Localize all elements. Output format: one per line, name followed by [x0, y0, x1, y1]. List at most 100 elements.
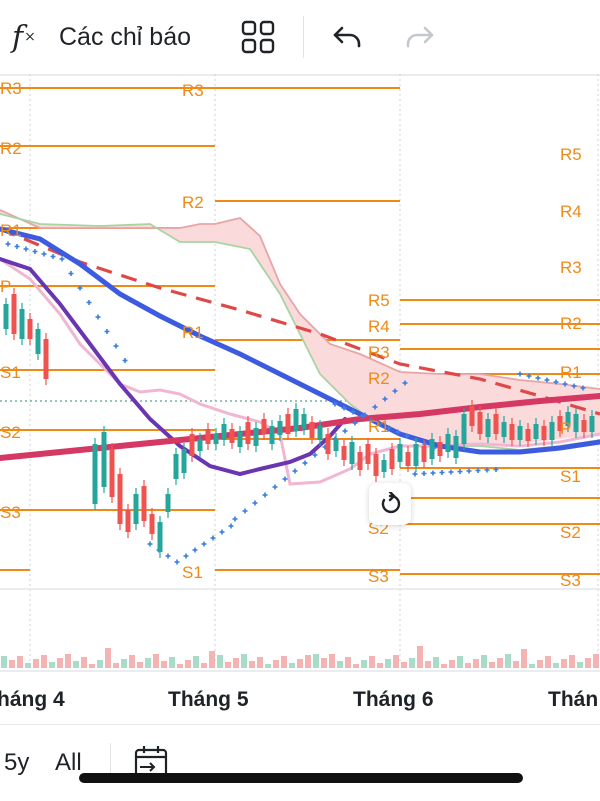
volume-bar — [97, 660, 103, 668]
candle — [477, 406, 483, 440]
sar-dot — [113, 343, 119, 349]
candle — [509, 418, 515, 446]
reset-chart-button[interactable] — [369, 483, 411, 525]
volume-bar — [137, 662, 143, 668]
volume-bar — [561, 659, 567, 668]
sar-dot — [312, 452, 318, 458]
price-chart[interactable]: R3 R2 R1 P S1 S2 S3 R3 R2 R1 S1 R5 R4 R3 R2 R1 S2 S3 R5 R4 R… — [0, 74, 600, 724]
sar-dot — [86, 300, 92, 305]
candle — [309, 416, 315, 444]
sar-dot — [302, 460, 308, 466]
candle — [421, 440, 427, 468]
candle — [517, 420, 523, 446]
pivot-label-r3: R3 — [560, 258, 582, 277]
candle — [413, 438, 419, 472]
volume-bar — [361, 660, 367, 668]
range-5y-button[interactable]: 5y — [4, 749, 30, 776]
sar-dot — [571, 383, 577, 389]
volume-bar — [177, 664, 183, 668]
sar-dot — [342, 428, 348, 434]
volume-bar — [577, 662, 583, 668]
candle — [573, 408, 579, 438]
volume-bar — [417, 646, 423, 668]
sar-dot — [322, 444, 328, 450]
volume-bar — [49, 662, 55, 668]
candle — [533, 418, 539, 445]
candle — [35, 323, 41, 360]
volume-bar — [1, 656, 7, 668]
chart-canvas[interactable]: R3 R2 R1 P S1 S2 S3 R3 R2 R1 S1 R5 R4 R3 R2 R1 S2 S3 R5 R4 R… — [0, 74, 600, 724]
volume-bar — [257, 657, 263, 668]
sar-dot — [174, 559, 180, 565]
pivot-label-r3: R3 — [368, 343, 390, 362]
candle — [189, 428, 195, 462]
volume-bar — [281, 656, 287, 668]
candle — [205, 423, 211, 450]
candle — [333, 433, 339, 457]
sar-dot — [350, 409, 356, 415]
candle — [589, 410, 595, 438]
sar-dot — [580, 385, 586, 391]
candle — [357, 446, 363, 476]
sar-dot — [377, 421, 383, 427]
volume-bar — [353, 664, 359, 668]
pivot-label-r1: R1 — [182, 323, 204, 342]
indicators-button[interactable]: Các chỉ báo — [59, 22, 192, 51]
candle — [133, 488, 139, 530]
candle — [381, 454, 387, 478]
candle — [365, 438, 371, 470]
four-squares-icon[interactable] — [241, 0, 275, 74]
volume-bar — [593, 654, 599, 668]
volume-bar — [513, 661, 519, 668]
volume-bar — [449, 660, 455, 668]
sar-dot — [368, 417, 374, 423]
sar-dot — [5, 241, 11, 247]
candle — [3, 298, 9, 335]
volume-bar — [233, 658, 239, 668]
calendar-range-icon[interactable] — [134, 745, 170, 784]
volume-bar — [121, 659, 127, 668]
parabolic-sar — [5, 241, 586, 565]
volume-bar — [377, 663, 383, 668]
volume-bar — [569, 655, 575, 668]
pivot-label-s1: S1 — [182, 563, 203, 582]
sar-dot — [50, 254, 56, 259]
redo-arrow-icon[interactable] — [405, 0, 435, 74]
pivot-label-r1: R1 — [0, 221, 22, 240]
sar-dot — [292, 468, 298, 474]
pivot-label-s2: S2 — [0, 423, 21, 442]
sar-dot — [32, 249, 38, 254]
sar-dot — [104, 329, 110, 334]
volume-bar — [65, 654, 71, 668]
candle — [149, 508, 155, 540]
pivot-label-p: P — [0, 277, 11, 296]
candle — [277, 415, 283, 441]
pivot-lines — [0, 87, 600, 575]
volume-bar — [17, 656, 23, 668]
candle — [525, 423, 531, 447]
function-fx-icon[interactable]: f × — [12, 19, 36, 55]
candle — [549, 416, 555, 446]
x-label-thang-6: Tháng 6 — [353, 688, 434, 711]
range-all-button[interactable]: All — [55, 749, 82, 776]
volume-bar — [321, 658, 327, 668]
sar-dot — [517, 371, 523, 377]
volume-bar — [105, 648, 111, 668]
pivot-label-r4: R4 — [368, 317, 390, 336]
sar-dot — [402, 380, 408, 386]
candle — [92, 438, 98, 510]
volume-bar — [401, 662, 407, 668]
volume-bars — [1, 646, 599, 668]
pivot-label-r5: R5 — [560, 145, 582, 164]
candle — [11, 288, 17, 340]
undo-arrow-icon[interactable] — [332, 0, 362, 74]
sar-dot — [59, 256, 65, 262]
volume-bar — [153, 654, 159, 668]
candle — [469, 400, 475, 432]
volume-bar — [369, 656, 375, 668]
candle — [445, 428, 451, 458]
sar-dot — [439, 470, 445, 475]
sar-dot — [526, 373, 532, 379]
volume-bar — [81, 657, 87, 668]
volume-bar — [41, 655, 47, 668]
